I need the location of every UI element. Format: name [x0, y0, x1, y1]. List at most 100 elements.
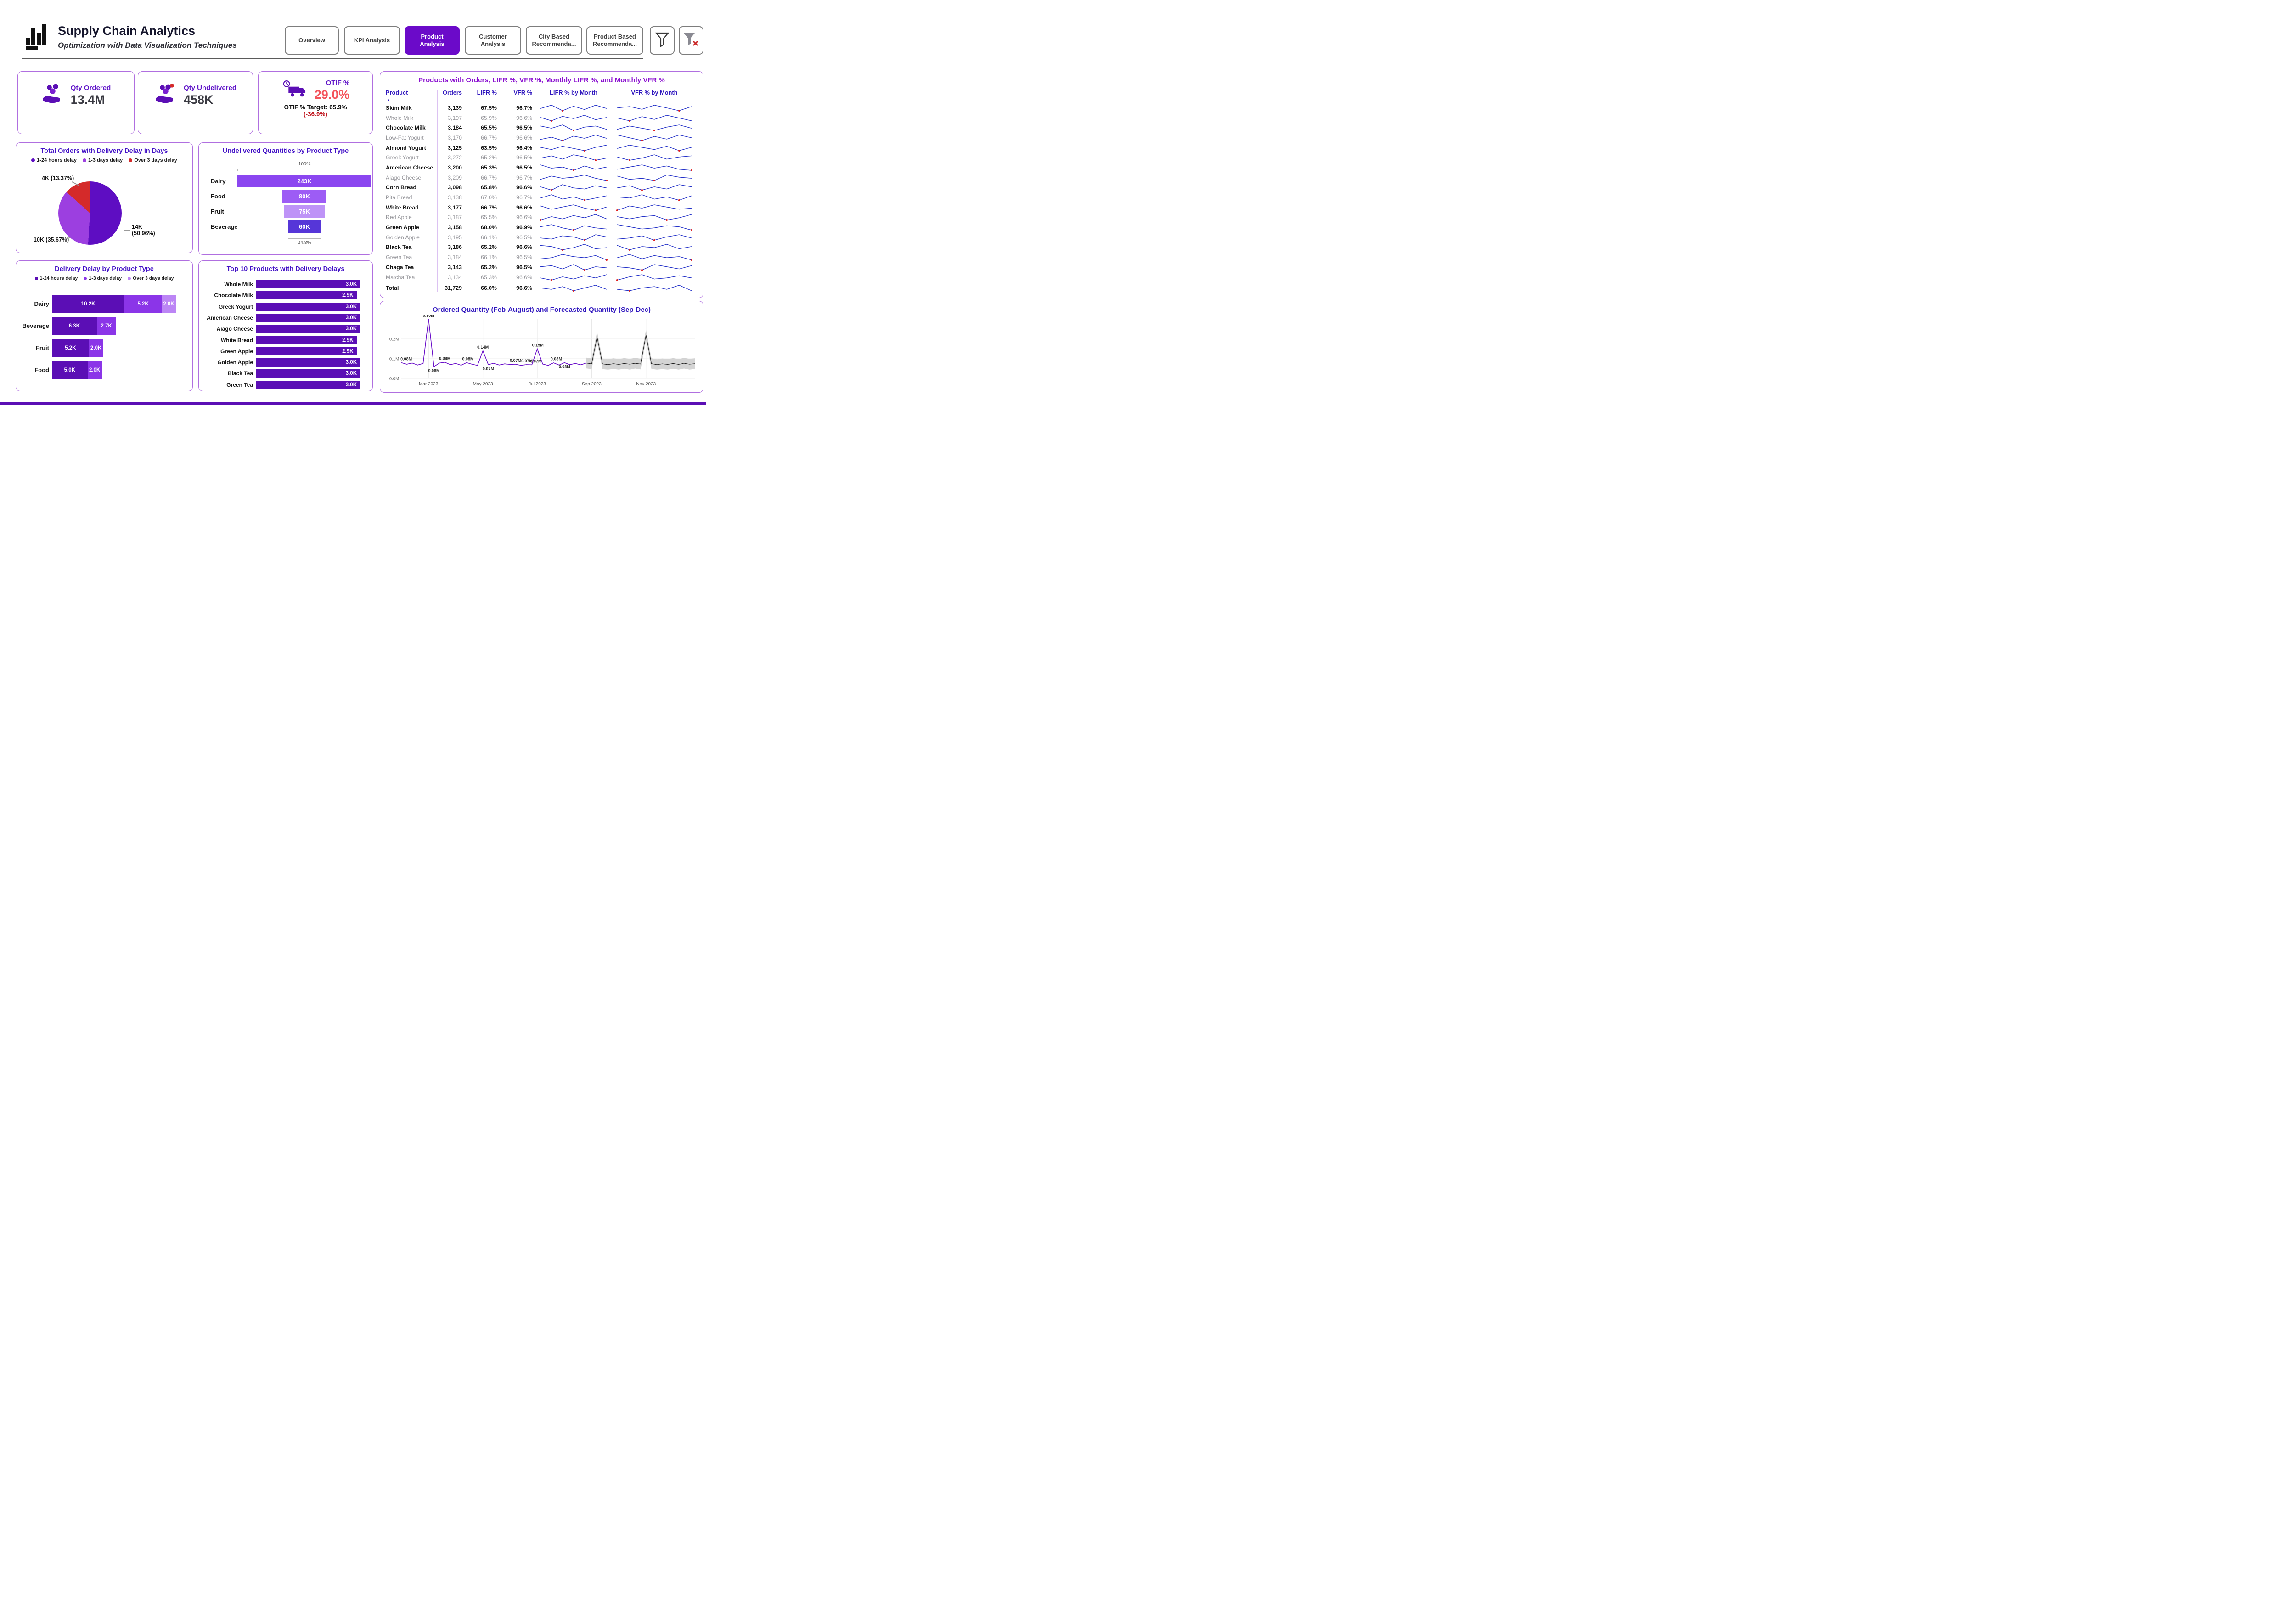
table-row[interactable]: American Cheese 3,200 65.3% 96.5% [380, 163, 703, 173]
chart-title: Undelivered Quantities by Product Type [222, 147, 349, 155]
filter-button[interactable] [650, 26, 675, 55]
vfr-value: 96.4% [516, 144, 532, 151]
vfr-spark-cell [613, 214, 696, 221]
table-row[interactable]: Matcha Tea 3,134 65.3% 96.6% [380, 272, 703, 282]
table-row[interactable]: Greek Yogurt 3,272 65.2% 96.5% [380, 152, 703, 163]
funnel-bar-fruit[interactable]: 75K [283, 205, 326, 218]
legend-item: 1-3 days delay [84, 276, 122, 281]
tab-kpi-analysis[interactable]: KPI Analysis [344, 26, 400, 55]
funnel-bar-beverage[interactable]: 60K [287, 220, 321, 233]
top10-bars: Whole Milk 3.0K Chocolate Milk 2.9K Greek Yo… [203, 280, 368, 389]
delay-bar[interactable]: 2.9K [256, 347, 357, 355]
orders-value: 3,170 [448, 134, 462, 141]
table-row[interactable]: Low-Fat Yogurt 3,170 66.7% 96.6% [380, 133, 703, 143]
data-label: 0.07M [521, 359, 533, 363]
forecast-chart-panel: Ordered Quantity (Feb-August) and Foreca… [380, 301, 703, 393]
delay-bar[interactable]: 3.0K [256, 369, 360, 378]
tab-customer-analysis[interactable]: Customer Analysis [465, 26, 521, 55]
stacked-bar-segment[interactable]: 5.2K [52, 339, 89, 357]
column-header[interactable]: LIFR % [477, 89, 497, 96]
stacked-bar-segment[interactable]: 2.0K [87, 361, 102, 379]
table-row[interactable]: Corn Bread 3,098 65.8% 96.6% [380, 183, 703, 193]
lifr-value: 65.5% [481, 214, 497, 221]
column-header[interactable]: Product [386, 89, 408, 96]
stacked-bar-segment[interactable]: 5.0K [52, 361, 88, 379]
stacked-bar-segment[interactable]: 2.0K [89, 339, 103, 357]
table-row[interactable]: Pita Bread 3,138 67.0% 96.7% [380, 192, 703, 203]
legend-dot [83, 158, 87, 162]
vfr-spark-cell [613, 194, 696, 202]
data-label: 0.07M [530, 359, 542, 363]
stacked-bar-segment[interactable]: 2.0K [161, 295, 176, 313]
lifr-value: 66.0% [481, 285, 497, 292]
lifr-spark-cell [534, 134, 613, 141]
column-header[interactable]: LIFR % by Month [550, 89, 597, 96]
sparkline [540, 214, 607, 221]
sparkline [540, 164, 607, 171]
table-row[interactable]: Green Tea 3,184 66.1% 96.5% [380, 252, 703, 262]
stacked-bar-segment[interactable]: 10.2K [52, 295, 125, 313]
legend-label: 1-3 days delay [88, 158, 123, 163]
table-row[interactable]: Total 31,729 66.0% 96.6% [380, 282, 703, 293]
delay-bar[interactable]: 3.0K [256, 325, 360, 333]
lifr-spark-cell [534, 214, 613, 221]
pie-legend: 1-24 hours delay 1-3 days delay Over 3 day… [16, 158, 192, 163]
sort-ascending-icon[interactable]: ▲ [387, 98, 390, 102]
table-row[interactable]: Chocolate Milk 3,184 65.5% 96.5% [380, 123, 703, 133]
funnel-bar-food[interactable]: 80K [282, 190, 327, 203]
lifr-spark-cell [534, 174, 613, 181]
bar-product-label: Green Apple [220, 348, 253, 355]
vfr-spark-cell [613, 224, 696, 231]
table-row[interactable]: Chaga Tea 3,143 65.2% 96.5% [380, 262, 703, 272]
funnel-bar-dairy[interactable]: 243K [237, 175, 371, 187]
delay-bar[interactable]: 3.0K [256, 280, 360, 288]
table-row[interactable]: Whole Milk 3,197 65.9% 96.6% [380, 113, 703, 123]
stacked-bar-segment[interactable]: 5.2K [124, 295, 162, 313]
lifr-spark-cell [534, 164, 613, 171]
table-row[interactable]: Aiago Cheese 3,209 66.7% 96.7% [380, 173, 703, 183]
stacked-bar-segment[interactable]: 2.7K [96, 317, 116, 335]
data-label: 0.06M [428, 368, 440, 373]
table-row[interactable]: Red Apple 3,187 65.5% 96.6% [380, 213, 703, 223]
lifr-spark-cell [534, 194, 613, 202]
delay-bar[interactable]: 3.0K [256, 313, 360, 322]
kpi-label: Qty Undelivered [183, 84, 237, 92]
clear-filter-button[interactable] [679, 26, 703, 55]
product-name: Chocolate Milk [386, 124, 426, 131]
lifr-value: 65.2% [481, 154, 497, 161]
product-name: Corn Bread [386, 184, 416, 191]
table-row[interactable]: Skim Milk 3,139 67.5% 96.7% [380, 103, 703, 113]
forecast-line-chart[interactable]: 0.0M 0.1M 0.2M Mar 2023 May 2023 Jul 2023 Sep … [384, 315, 702, 390]
kpi-label: OTIF % [326, 79, 350, 87]
sparkline [617, 214, 692, 221]
table-row[interactable]: Black Tea 3,186 65.2% 96.6% [380, 243, 703, 253]
tab-overview[interactable]: Overview [285, 26, 339, 55]
tab-city-based-recommenda[interactable]: City Based Recommenda... [526, 26, 582, 55]
tab-product-analysis[interactable]: Product Analysis [405, 26, 460, 55]
bar-product-label: Whole Milk [224, 281, 253, 288]
products-table-panel: Products with Orders, LIFR %, VFR %, Mon… [380, 71, 703, 298]
table-row[interactable]: Green Apple 3,158 68.0% 96.9% [380, 222, 703, 232]
data-label: 0.08M [400, 357, 412, 361]
vfr-value: 96.6% [516, 244, 532, 251]
delivery-truck-clock-icon [281, 80, 309, 102]
funnel-category-label: Beverage [211, 223, 238, 230]
bar-product-label: American Cheese [207, 314, 253, 321]
delay-bar[interactable]: 2.9K [256, 336, 357, 344]
delay-bar[interactable]: 3.0K [256, 380, 360, 389]
stacked-bars: Dairy 10.2K 5.2K 2.0K Beverage 6.3K 2.7K Fruit 5… [21, 295, 189, 388]
table-row[interactable]: White Bread 3,177 66.7% 96.6% [380, 203, 703, 213]
delay-bar[interactable]: 3.0K [256, 358, 360, 367]
delay-bar[interactable]: 2.9K [256, 291, 357, 300]
clear-filter-icon [683, 32, 699, 50]
lifr-value: 67.0% [481, 194, 497, 201]
column-header[interactable]: VFR % by Month [631, 89, 678, 96]
table-row[interactable]: Golden Apple 3,195 66.1% 96.5% [380, 232, 703, 243]
tab-product-based-recommenda[interactable]: Product Based Recommenda... [586, 26, 643, 55]
delay-bar[interactable]: 3.0K [256, 302, 360, 311]
column-header[interactable]: Orders [443, 89, 462, 96]
pie-chart[interactable] [58, 181, 122, 245]
column-header[interactable]: VFR % [513, 89, 532, 96]
stacked-bar-segment[interactable]: 6.3K [52, 317, 97, 335]
table-row[interactable]: Almond Yogurt 3,125 63.5% 96.4% [380, 143, 703, 153]
